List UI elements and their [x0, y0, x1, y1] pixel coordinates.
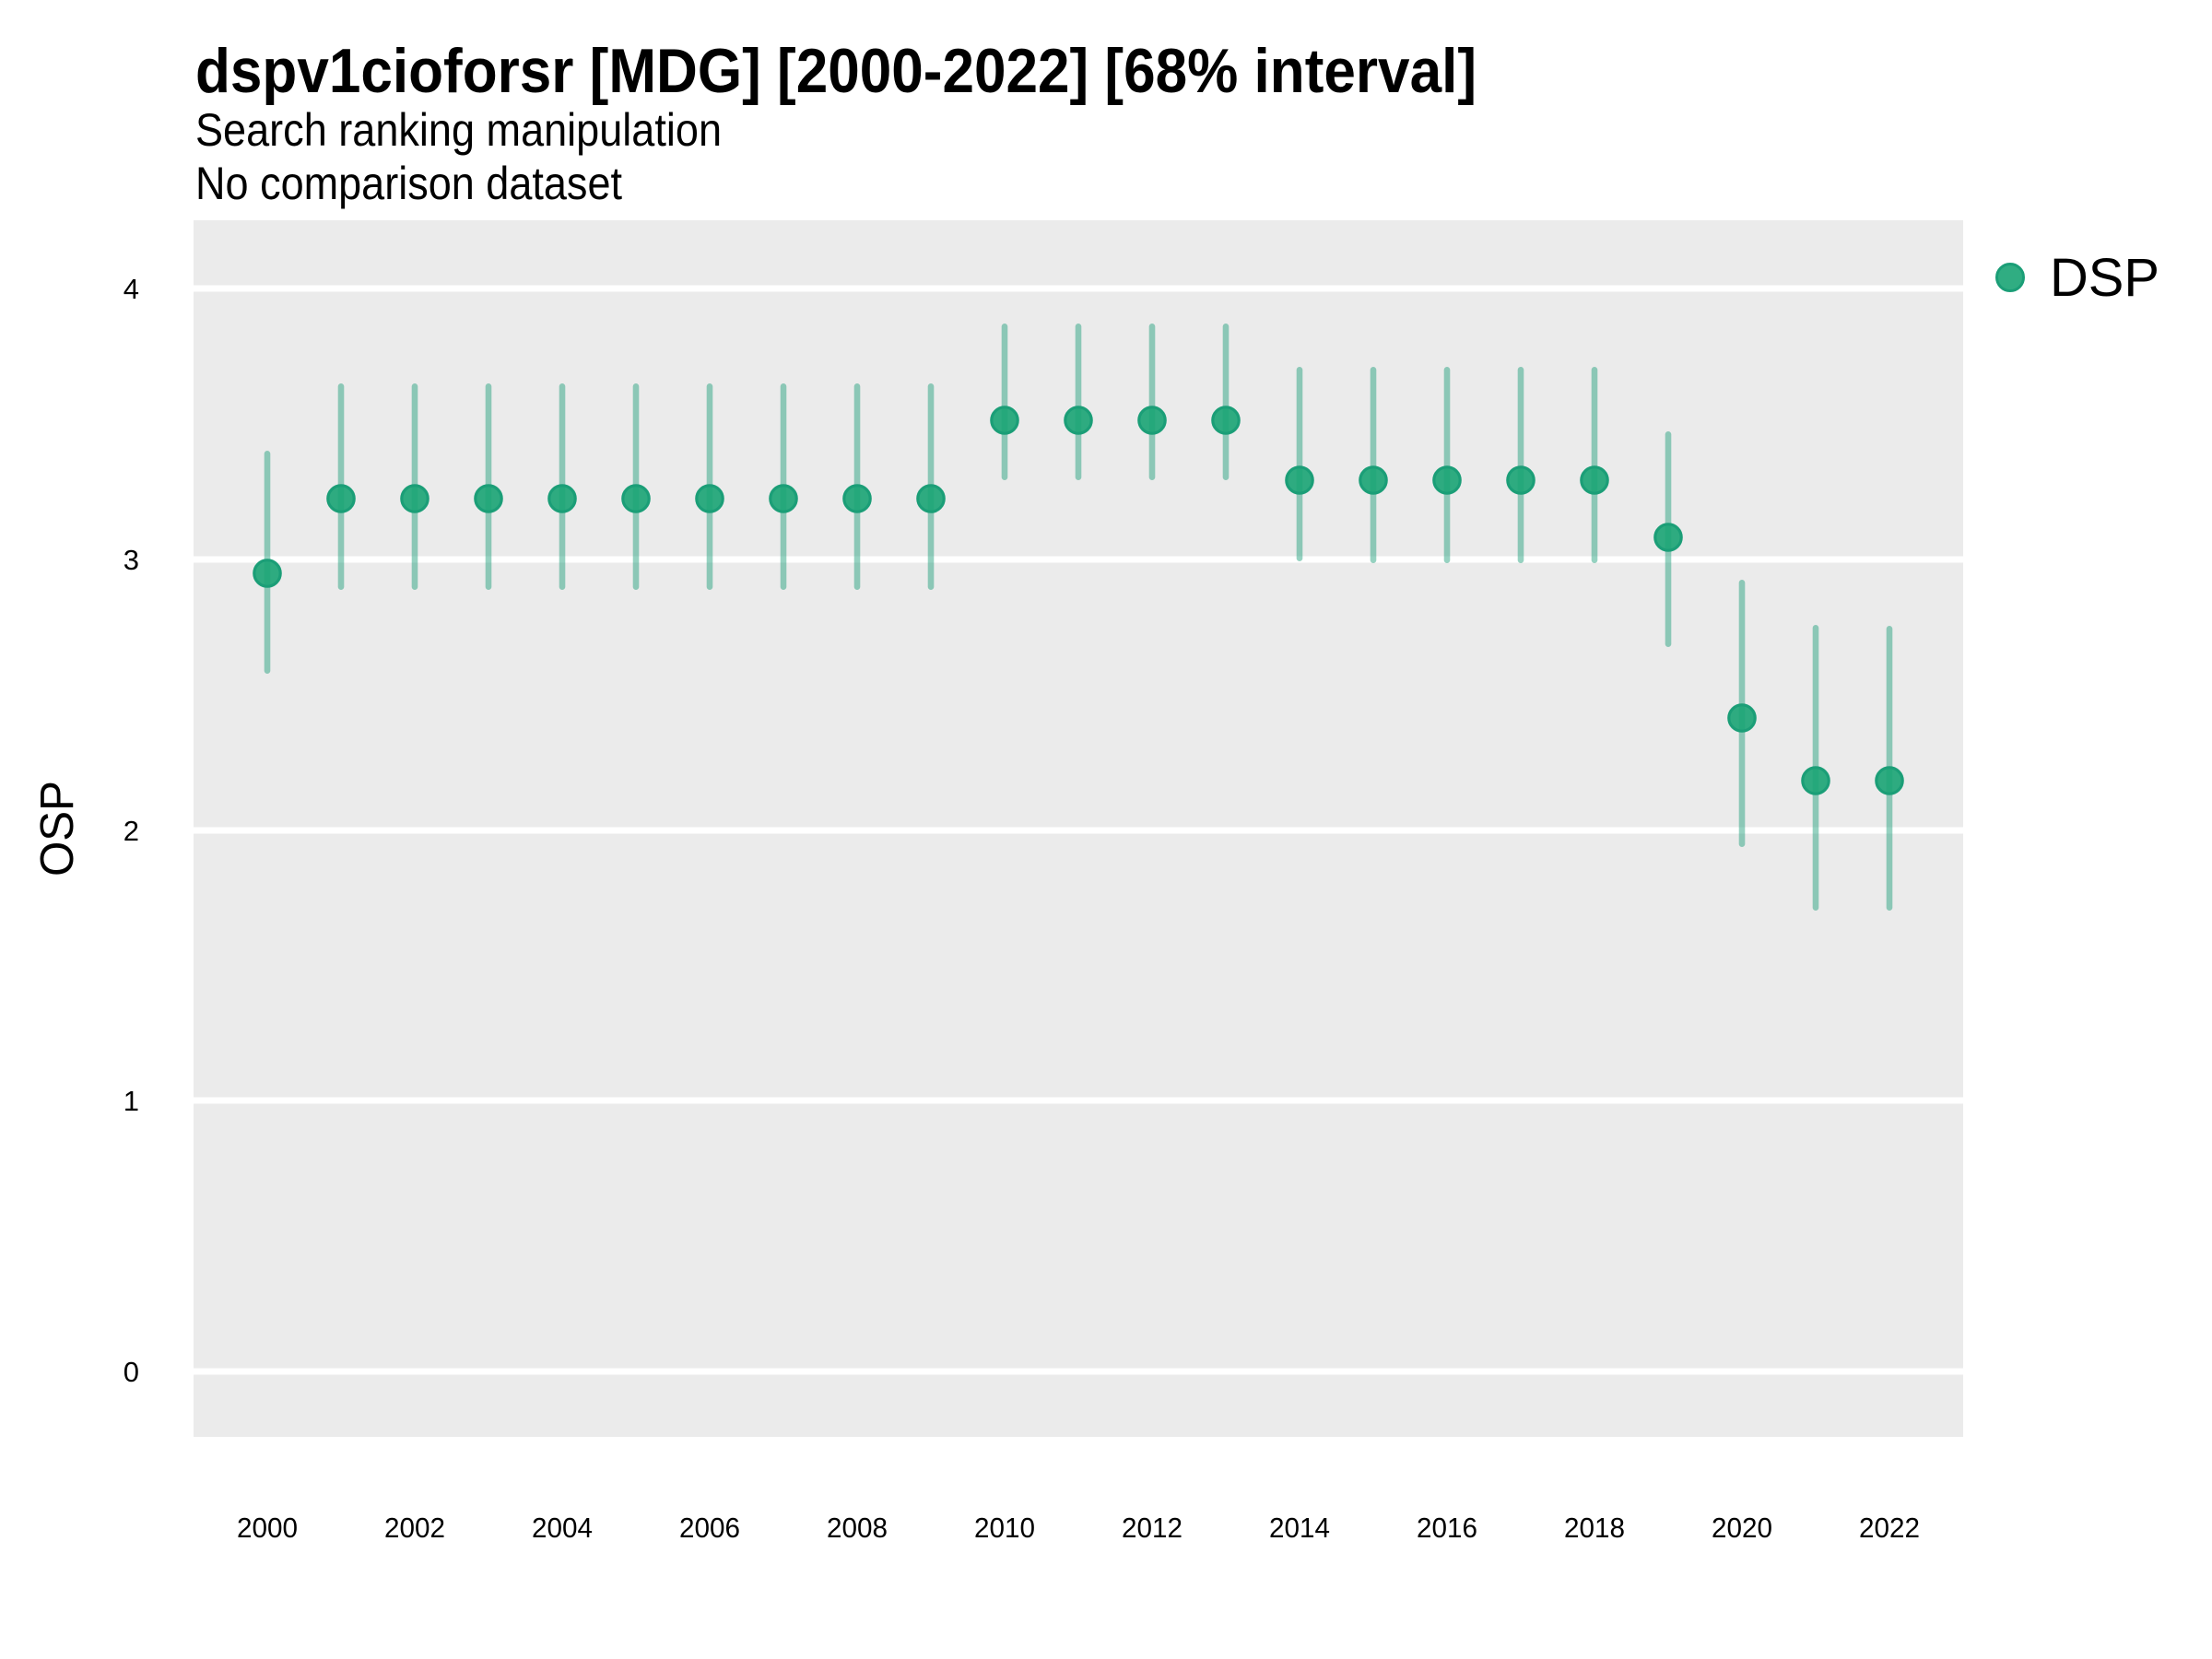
svg-text:2020: 2020: [1712, 1512, 1772, 1544]
svg-text:Search ranking manipulation: Search ranking manipulation: [195, 104, 722, 156]
svg-text:2010: 2010: [974, 1512, 1035, 1544]
svg-text:3: 3: [124, 544, 139, 576]
svg-text:2014: 2014: [1269, 1512, 1330, 1544]
svg-text:OSP: OSP: [30, 781, 83, 877]
svg-text:1: 1: [124, 1085, 139, 1117]
svg-text:2000: 2000: [237, 1512, 298, 1544]
svg-text:2004: 2004: [532, 1512, 593, 1544]
svg-text:No comparison dataset: No comparison dataset: [195, 158, 622, 209]
svg-text:2006: 2006: [679, 1512, 740, 1544]
svg-text:dspv1cioforsr [MDG] [2000-2022: dspv1cioforsr [MDG] [2000-2022] [68% int…: [195, 36, 1477, 106]
svg-text:4: 4: [124, 273, 139, 305]
svg-text:2008: 2008: [827, 1512, 888, 1544]
svg-text:DSP: DSP: [2050, 248, 2159, 308]
svg-text:2016: 2016: [1417, 1512, 1477, 1544]
svg-text:2002: 2002: [384, 1512, 445, 1544]
svg-text:2: 2: [124, 815, 139, 847]
svg-text:2018: 2018: [1564, 1512, 1625, 1544]
svg-text:0: 0: [124, 1356, 139, 1388]
svg-text:2022: 2022: [1859, 1512, 1920, 1544]
svg-text:2012: 2012: [1122, 1512, 1182, 1544]
